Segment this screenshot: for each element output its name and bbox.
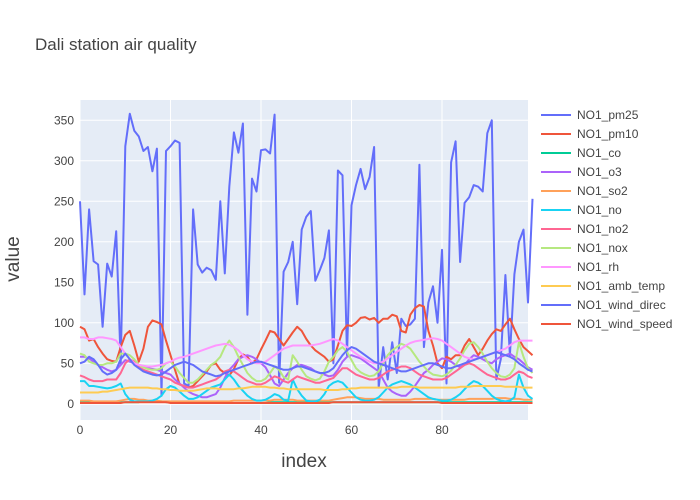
- y-axis-ticks: 0 50 100 150 200 250 300 350: [54, 113, 74, 411]
- series-line-NO1_no2: [79, 358, 533, 389]
- y-tick-label: 150: [54, 275, 74, 289]
- x-axis-ticks: 0 20 40 60 80: [77, 423, 449, 437]
- gridlines: [79, 100, 528, 420]
- y-tick-label: 0: [67, 397, 74, 411]
- legend-item[interactable]: NO1_wind_speed: [541, 317, 672, 331]
- chart-title: Dali station air quality: [35, 35, 197, 54]
- x-tick-label: 60: [345, 423, 359, 437]
- series-line-NO1_rh: [80, 336, 533, 368]
- x-tick-label: 40: [254, 423, 268, 437]
- series-line-NO1_amb_temp: [80, 385, 533, 394]
- legend: NO1_pm25 NO1_pm10 NO1_co NO1_o3 NO1_so2 NO1_n…: [541, 108, 672, 331]
- y-tick-label: 50: [61, 356, 75, 370]
- legend-label: NO1_amb_temp: [577, 279, 665, 293]
- legend-label: NO1_no2: [577, 222, 629, 236]
- series-line-NO1_nox: [79, 339, 534, 384]
- series-lines: [79, 112, 534, 404]
- legend-label: NO1_co: [577, 146, 621, 160]
- x-tick-label: 80: [435, 423, 449, 437]
- x-tick-label: 20: [164, 423, 178, 437]
- legend-label: NO1_wind_speed: [577, 317, 672, 331]
- legend-item[interactable]: NO1_nox: [541, 241, 628, 255]
- legend-item[interactable]: NO1_rh: [541, 260, 619, 274]
- series-line-NO1_wind_direc: [79, 346, 533, 378]
- legend-item[interactable]: NO1_o3: [541, 165, 622, 179]
- legend-label: NO1_no: [577, 203, 622, 217]
- legend-item[interactable]: NO1_pm10: [541, 127, 639, 141]
- series-line-NO1_wind_speed: [80, 401, 533, 404]
- legend-label: NO1_so2: [577, 184, 628, 198]
- legend-label: NO1_pm10: [577, 127, 639, 141]
- legend-label: NO1_nox: [577, 241, 628, 255]
- legend-item[interactable]: NO1_pm25: [541, 108, 639, 122]
- y-tick-label: 250: [54, 194, 74, 208]
- y-tick-label: 300: [54, 154, 74, 168]
- legend-label: NO1_rh: [577, 260, 619, 274]
- series-line-NO1_no: [80, 373, 534, 403]
- legend-item[interactable]: NO1_amb_temp: [541, 279, 665, 293]
- y-tick-label: 200: [54, 235, 74, 249]
- y-tick-label: 100: [54, 316, 74, 330]
- series-line-NO1_pm10: [79, 304, 534, 389]
- legend-item[interactable]: NO1_no2: [541, 222, 629, 236]
- y-tick-label: 350: [54, 113, 74, 127]
- legend-item[interactable]: NO1_wind_direc: [541, 298, 666, 312]
- legend-item[interactable]: NO1_no: [541, 203, 622, 217]
- series-line-NO1_pm25: [79, 112, 534, 397]
- y-axis-title: value: [3, 236, 24, 281]
- legend-item[interactable]: NO1_so2: [541, 184, 628, 198]
- legend-label: NO1_pm25: [577, 108, 639, 122]
- x-axis-title: index: [281, 451, 327, 472]
- x-tick-label: 0: [77, 423, 84, 437]
- legend-item[interactable]: NO1_co: [541, 146, 621, 160]
- legend-label: NO1_o3: [577, 165, 622, 179]
- legend-label: NO1_wind_direc: [577, 298, 666, 312]
